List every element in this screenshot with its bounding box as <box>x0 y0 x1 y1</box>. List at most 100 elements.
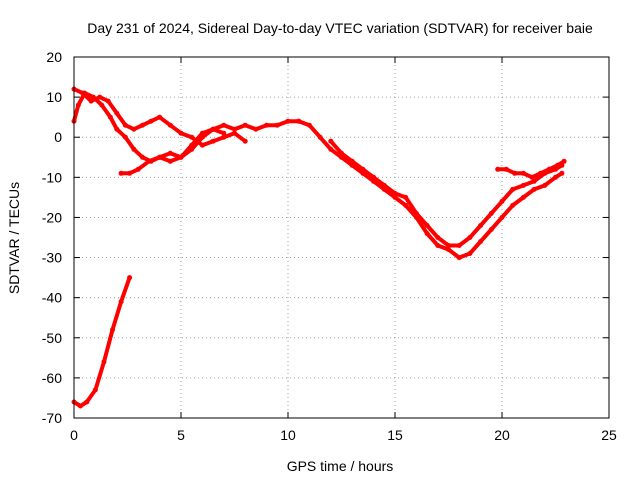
data-point <box>167 158 173 164</box>
plot-frame <box>73 56 610 419</box>
series-line-track-2 <box>72 91 226 164</box>
data-point <box>529 174 535 180</box>
data-point <box>157 114 163 120</box>
data-point <box>553 174 558 180</box>
data-point <box>127 170 133 176</box>
data-point <box>538 170 543 176</box>
data-point <box>101 359 107 365</box>
y-tick-label: -10 <box>42 169 62 185</box>
data-point <box>435 243 441 248</box>
x-tick-label: 0 <box>70 427 78 443</box>
y-tick-label: -60 <box>42 370 62 386</box>
data-point <box>478 239 484 244</box>
data-point <box>381 182 387 188</box>
x-tick-label: 10 <box>280 427 296 443</box>
data-point <box>531 186 537 192</box>
data-point <box>264 122 270 128</box>
y-tick-label: -20 <box>42 209 62 225</box>
data-point <box>84 399 90 405</box>
data-point <box>97 94 103 100</box>
data-point <box>221 130 227 136</box>
data-point <box>446 243 451 248</box>
data-point <box>531 178 537 184</box>
data-point <box>140 154 145 160</box>
data-point <box>456 255 462 261</box>
tick-layer: 0 5 10 15 20 25 20 10 0 -10 -20 -30 -40 -50 -60 -70 <box>42 49 617 443</box>
data-point <box>488 210 494 216</box>
data-point <box>178 130 184 136</box>
data-point <box>232 130 237 136</box>
data-point <box>446 247 451 252</box>
data-point <box>520 194 526 200</box>
data-point <box>114 126 120 132</box>
data-point <box>135 166 141 172</box>
data-point <box>178 154 184 160</box>
data-point <box>349 158 355 164</box>
data-point <box>157 154 163 160</box>
data-point <box>167 150 173 156</box>
data-point <box>107 114 113 120</box>
data-point <box>317 134 323 140</box>
data-point <box>110 327 115 333</box>
data-point <box>80 90 86 96</box>
y-axis-label: SDTVAR / TECUs <box>6 182 22 294</box>
series-line-track-1 <box>72 275 132 408</box>
data-point <box>328 146 334 152</box>
data-point <box>118 299 124 305</box>
data-point <box>189 134 195 140</box>
data-point <box>140 122 145 128</box>
data-point <box>306 122 312 128</box>
data-point <box>105 98 111 104</box>
y-tick-label: -70 <box>42 410 62 426</box>
data-point <box>478 223 484 228</box>
data-point <box>403 202 409 208</box>
data-point <box>328 138 334 144</box>
data-point <box>118 170 124 176</box>
series-line-track-5 <box>296 119 564 260</box>
data-point <box>148 118 154 124</box>
data-point <box>339 150 344 156</box>
data-point <box>360 166 366 172</box>
grid <box>74 57 609 418</box>
data-point <box>467 235 473 240</box>
data-point <box>403 194 409 200</box>
data-point <box>232 126 237 132</box>
data-point <box>274 122 280 128</box>
data-point <box>189 142 195 148</box>
data-point <box>499 198 505 204</box>
data-point <box>131 146 137 152</box>
data-point <box>435 235 441 240</box>
data-point <box>520 170 526 176</box>
data-point <box>392 194 398 200</box>
data-point <box>555 162 561 168</box>
data-point <box>467 251 473 256</box>
data-point <box>510 202 516 208</box>
data-point <box>456 243 462 248</box>
data-point <box>88 98 94 104</box>
y-tick-label: -50 <box>42 330 62 346</box>
data-point <box>488 227 494 232</box>
y-tick-label: 10 <box>46 89 62 105</box>
data-point <box>92 387 98 393</box>
data-point <box>546 166 552 172</box>
data-point <box>499 214 505 220</box>
data-point <box>242 122 248 128</box>
series-line-track-4 <box>119 119 301 176</box>
data-point <box>495 166 501 172</box>
data-point <box>210 126 216 132</box>
series-layer <box>71 86 567 409</box>
data-point <box>542 182 548 188</box>
data-point <box>199 142 205 148</box>
data-point <box>210 138 216 144</box>
data-point <box>503 166 509 172</box>
data-point <box>424 231 430 236</box>
data-point <box>199 130 205 136</box>
data-point <box>122 122 128 128</box>
data-point <box>75 102 81 108</box>
data-point <box>114 110 120 116</box>
y-tick-label: -40 <box>42 290 62 306</box>
data-point <box>559 170 565 176</box>
data-point <box>242 138 248 144</box>
y-tick-label: -30 <box>42 250 62 266</box>
